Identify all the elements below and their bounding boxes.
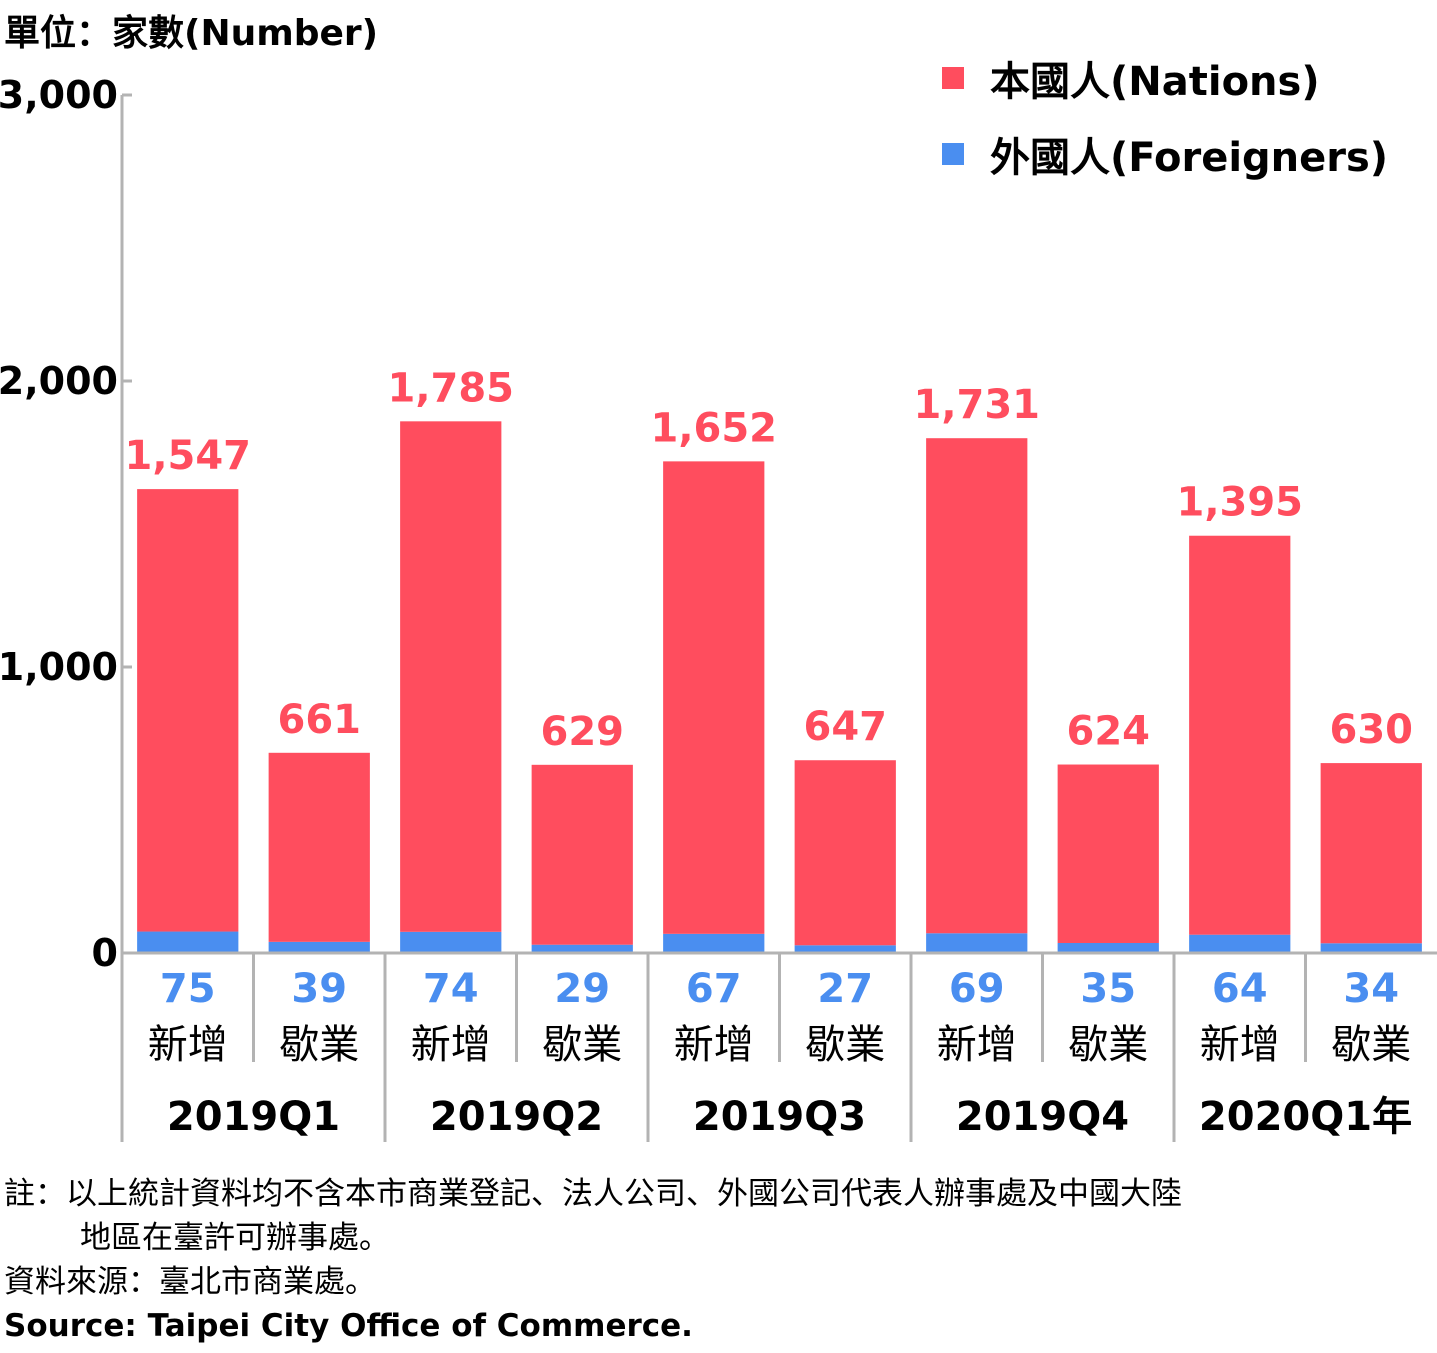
category-label: 新增: [674, 1022, 754, 1068]
category-label: 歇業: [1331, 1022, 1411, 1068]
group-label: 2019Q1: [167, 1094, 340, 1140]
data-label-foreigners: 35: [1080, 966, 1136, 1012]
legend-label-nations: 本國人(Nations): [990, 59, 1320, 105]
group-label: 2019Q4: [956, 1094, 1129, 1140]
category-label: 歇業: [805, 1022, 885, 1068]
data-label-nations: 1,731: [913, 382, 1040, 428]
bar-foreigners: [1189, 934, 1291, 953]
data-label-nations: 1,547: [124, 433, 251, 479]
bar-foreigners: [1320, 943, 1422, 953]
legend-swatch-foreigners: [942, 143, 964, 165]
source-en: Source: Taipei City Office of Commerce.: [4, 1308, 693, 1344]
category-label: 歇業: [542, 1022, 622, 1068]
category-label: 新增: [937, 1022, 1017, 1068]
bar-foreigners: [531, 944, 633, 953]
bar-foreigners: [1057, 942, 1159, 953]
unit-label: 單位：家數(Number): [4, 13, 379, 54]
bar-nations: [663, 461, 765, 934]
data-label-nations: 624: [1067, 709, 1151, 755]
category-label: 歇業: [1068, 1022, 1148, 1068]
source-zh: 資料來源：臺北市商業處。: [4, 1264, 376, 1300]
data-label-foreigners: 74: [423, 966, 479, 1012]
bar-nations: [1057, 764, 1159, 943]
group-label: 2019Q3: [693, 1094, 866, 1140]
group-label: 2020Q1年: [1199, 1094, 1412, 1140]
note-line-2: 地區在臺許可辦事處。: [80, 1220, 390, 1256]
group-label: 2019Q2: [430, 1094, 603, 1140]
bar-foreigners: [137, 931, 239, 953]
category-label: 新增: [148, 1022, 228, 1068]
data-label-foreigners: 75: [160, 966, 216, 1012]
category-label: 歇業: [279, 1022, 359, 1068]
bar-foreigners: [926, 933, 1028, 953]
bar-nations: [926, 438, 1028, 934]
legend-swatch-nations: [942, 67, 964, 89]
legend-item-foreigners: 外國人(Foreigners): [942, 116, 1388, 192]
bar-nations: [531, 764, 633, 945]
category-label: 新增: [411, 1022, 491, 1068]
data-label-foreigners: 34: [1343, 966, 1399, 1012]
data-label-foreigners: 39: [291, 966, 347, 1012]
y-tick-label: 1,000: [0, 645, 118, 689]
notes: 註：以上統計資料均不含本市商業登記、法人公司、外國公司代表人辦事處及中國大陸 地…: [4, 1172, 1182, 1348]
bar-foreigners: [400, 931, 502, 953]
bar-foreigners: [268, 941, 370, 953]
legend: 本國人(Nations) 外國人(Foreigners): [942, 40, 1388, 192]
bar-nations: [268, 752, 370, 942]
bar-nations: [1189, 535, 1291, 935]
bar-nations: [1320, 763, 1422, 944]
data-label-nations: 1,785: [387, 365, 514, 411]
data-label-nations: 629: [541, 709, 625, 755]
bar-nations: [137, 489, 239, 932]
bar-nations: [794, 760, 896, 946]
legend-item-nations: 本國人(Nations): [942, 40, 1388, 116]
y-tick-label: 3,000: [0, 73, 118, 117]
bar-nations: [400, 421, 502, 932]
data-label-foreigners: 29: [554, 966, 610, 1012]
data-label-nations: 1,652: [650, 405, 777, 451]
data-label-nations: 661: [278, 697, 362, 743]
y-tick-label: 2,000: [0, 359, 118, 403]
data-label-foreigners: 27: [817, 966, 873, 1012]
bar-foreigners: [794, 945, 896, 953]
bar-foreigners: [663, 933, 765, 953]
stacked-bar-chart: 0 1,000 2,000 3,000 1,547 75 新增 661 39 歇業 1,785 74 新…: [0, 73, 1437, 1142]
data-label-nations: 647: [804, 704, 888, 750]
data-label-nations: 1,395: [1176, 480, 1303, 526]
data-label-foreigners: 69: [949, 966, 1005, 1012]
data-label-nations: 630: [1330, 707, 1414, 753]
data-label-foreigners: 64: [1212, 966, 1268, 1012]
data-label-foreigners: 67: [686, 966, 742, 1012]
legend-label-foreigners: 外國人(Foreigners): [990, 135, 1389, 181]
note-line-1: 註：以上統計資料均不含本市商業登記、法人公司、外國公司代表人辦事處及中國大陸: [4, 1176, 1182, 1212]
category-label: 新增: [1200, 1022, 1280, 1068]
y-tick-label: 0: [92, 931, 118, 975]
